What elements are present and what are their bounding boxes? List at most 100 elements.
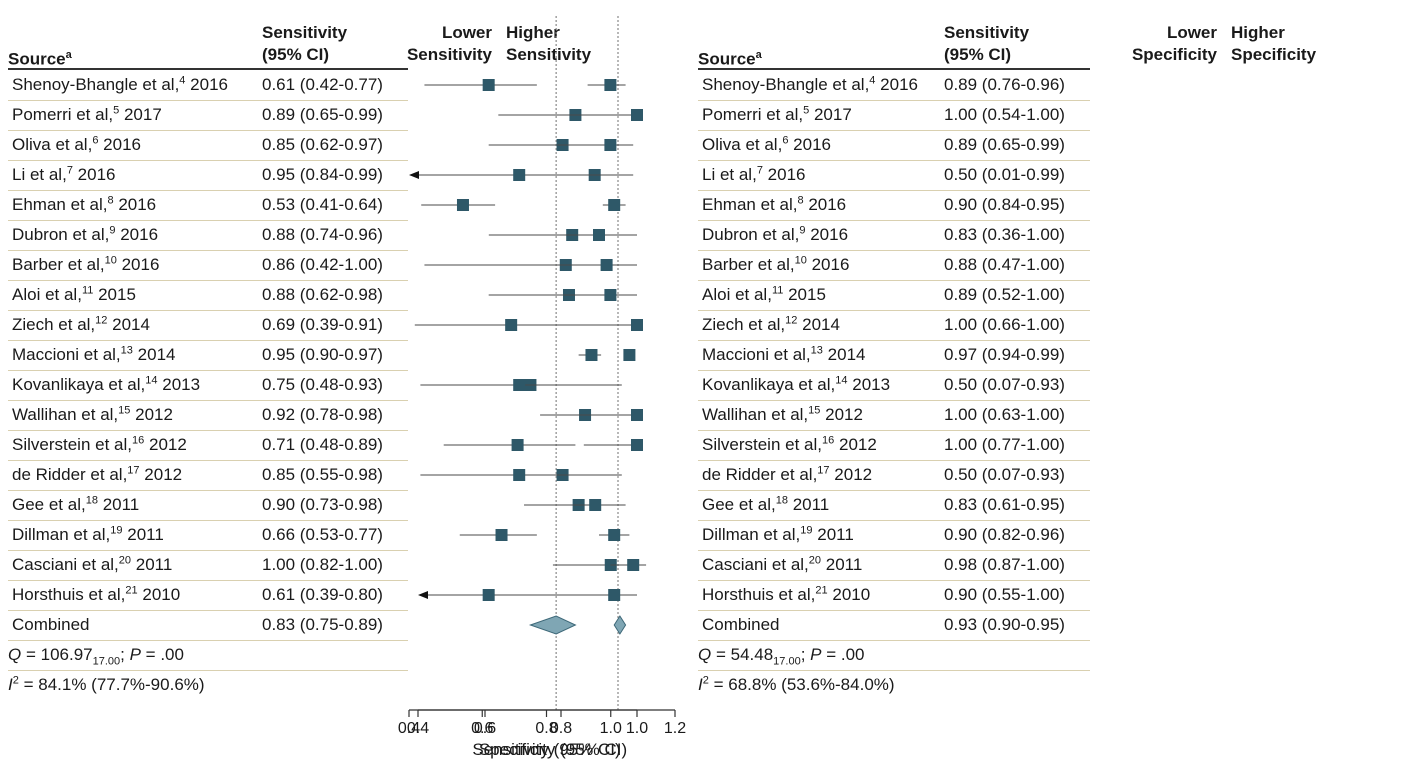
row-divider xyxy=(8,490,408,491)
study-reference: 12 xyxy=(785,314,798,327)
study-author: Pomerri et al, xyxy=(702,105,804,124)
row-divider xyxy=(698,370,1090,371)
study-author: Gee et al, xyxy=(12,495,86,514)
study-year: 2011 xyxy=(102,495,140,514)
study-value: 0.61 (0.39-0.80) xyxy=(262,585,383,604)
study-estimate xyxy=(443,439,576,451)
study-estimate xyxy=(459,529,537,541)
point-estimate xyxy=(513,379,526,391)
i2-symbol: I xyxy=(8,675,13,694)
study-estimate xyxy=(545,499,626,511)
point-estimate xyxy=(511,439,524,451)
study-author: Casciani et al, xyxy=(12,555,119,574)
higher-direction-line2: Specificity xyxy=(1231,45,1317,64)
study-reference: 7 xyxy=(756,164,763,177)
study-reference: 5 xyxy=(803,104,810,117)
study-value: 0.86 (0.42-1.00) xyxy=(262,255,383,274)
study-reference: 16 xyxy=(822,434,835,447)
i2-value: 84.1% (77.7%-90.6%) xyxy=(38,675,205,694)
row-divider xyxy=(8,250,408,251)
point-estimate xyxy=(623,349,636,361)
lower-direction-line2: Specificity xyxy=(1131,45,1217,64)
study-author: Wallihan et al, xyxy=(12,405,119,424)
i2-symbol: I xyxy=(698,675,703,694)
study-reference: 7 xyxy=(66,164,73,177)
study-source: Horsthuis et al,21 2010 xyxy=(12,580,180,610)
q-symbol: Q xyxy=(698,645,712,664)
point-estimate xyxy=(593,229,605,241)
study-value: 1.00 (0.54-1.00) xyxy=(944,105,1065,124)
study-estimate xyxy=(610,559,640,571)
study-reference: 16 xyxy=(132,434,145,447)
row-divider xyxy=(698,190,1090,191)
study-reference: 8 xyxy=(797,194,804,207)
study-source: Dillman et al,19 2011 xyxy=(702,520,854,550)
row-divider xyxy=(698,310,1090,311)
row-divider xyxy=(8,310,408,311)
i2-statistic: I2 = 68.8% (53.6%-84.0%) xyxy=(698,674,895,694)
row-divider xyxy=(8,610,408,611)
study-value: 0.89 (0.76-0.96) xyxy=(944,75,1065,94)
x-tick-label: 0.8 xyxy=(550,720,572,737)
study-estimate xyxy=(602,199,626,211)
study-reference: 12 xyxy=(95,314,108,327)
study-author: Oliva et al, xyxy=(12,135,93,154)
study-author: Aloi et al, xyxy=(702,285,772,304)
study-source: Gee et al,18 2011 xyxy=(12,490,139,520)
x-tick-label: 1.0 xyxy=(600,720,622,737)
study-author: Gee et al, xyxy=(702,495,776,514)
x-axis-title: Specificity (95% CI) xyxy=(479,740,627,759)
study-author: Shenoy-Bhangle et al, xyxy=(702,75,870,94)
study-author: Casciani et al, xyxy=(702,555,809,574)
point-estimate xyxy=(600,259,613,271)
study-estimate xyxy=(421,199,496,211)
study-year: 2015 xyxy=(788,285,826,304)
study-source: Aloi et al,11 2015 xyxy=(12,280,136,310)
source-header: Sourcea xyxy=(8,44,72,71)
row-divider xyxy=(8,190,408,191)
study-value: 0.95 (0.84-0.99) xyxy=(262,165,383,184)
row-divider xyxy=(8,400,408,401)
point-estimate xyxy=(604,139,617,151)
point-estimate xyxy=(482,79,495,91)
study-value: 0.69 (0.39-0.91) xyxy=(262,315,383,334)
study-estimate xyxy=(418,589,547,601)
study-value: 0.92 (0.78-0.98) xyxy=(262,405,383,424)
study-year: 2016 xyxy=(118,195,157,214)
study-author: Barber et al, xyxy=(12,255,105,274)
study-reference: 6 xyxy=(92,134,99,147)
higher-direction-line1: Higher xyxy=(506,23,560,42)
study-author: Ziech et al, xyxy=(12,315,96,334)
point-estimate xyxy=(456,199,469,211)
study-estimate xyxy=(553,409,643,421)
row-divider xyxy=(8,580,408,581)
study-reference: 17 xyxy=(127,464,140,477)
study-year: 2016 xyxy=(810,225,849,244)
study-value: 0.66 (0.53-0.77) xyxy=(262,525,383,544)
study-source: Wallihan et al,15 2012 xyxy=(12,400,173,430)
study-author: Silverstein et al, xyxy=(702,435,822,454)
study-estimate xyxy=(578,349,602,361)
study-author: Silverstein et al, xyxy=(12,435,132,454)
source-footnote-marker: a xyxy=(65,49,72,61)
p-value: .00 xyxy=(160,645,184,664)
study-author: Li et al, xyxy=(702,165,757,184)
point-estimate xyxy=(585,349,598,361)
study-author: Li et al, xyxy=(12,165,67,184)
study-source: Pomerri et al,5 2017 xyxy=(12,100,162,130)
study-author: Dubron et al, xyxy=(702,225,800,244)
study-reference: 8 xyxy=(107,194,114,207)
study-year: 2013 xyxy=(852,375,891,394)
row-divider xyxy=(8,340,408,341)
study-author: Kovanlikaya et al, xyxy=(12,375,146,394)
study-year: 2014 xyxy=(137,345,176,364)
row-divider xyxy=(698,610,1090,611)
study-value: 0.88 (0.62-0.98) xyxy=(262,285,383,304)
study-reference: 17 xyxy=(817,464,830,477)
study-source: Shenoy-Bhangle et al,4 2016 xyxy=(702,70,918,100)
row-divider xyxy=(8,160,408,161)
study-value: 1.00 (0.77-1.00) xyxy=(944,435,1065,454)
study-value: 0.98 (0.87-1.00) xyxy=(944,555,1065,574)
point-estimate xyxy=(631,319,643,331)
study-reference: 14 xyxy=(835,374,848,387)
